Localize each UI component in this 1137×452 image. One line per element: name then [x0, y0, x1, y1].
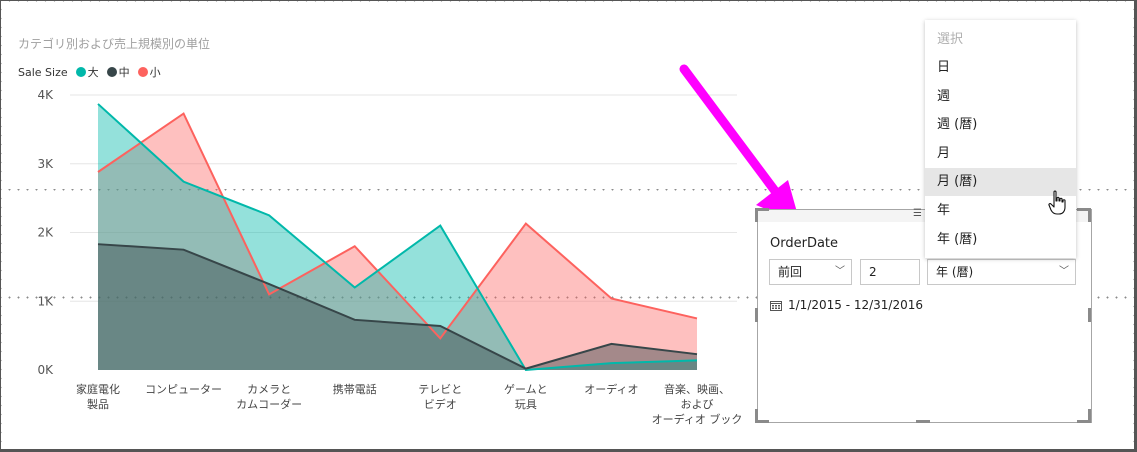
legend-item-medium[interactable]: 中: [106, 64, 130, 80]
x-tick-label: テレビと: [418, 383, 462, 396]
x-tick-label: カメラと: [247, 383, 291, 396]
y-tick-label: 2K: [37, 226, 54, 240]
count-input[interactable]: 2: [860, 259, 920, 285]
dropdown-option[interactable]: 月: [937, 146, 951, 161]
y-tick-label: 1K: [37, 294, 54, 308]
dropdown-option[interactable]: 日: [937, 60, 951, 75]
resize-handle[interactable]: [755, 208, 758, 222]
calendar-icon: [770, 300, 782, 311]
dropdown-header: 選択: [937, 32, 964, 47]
chevron-down-icon: ﹀: [835, 266, 845, 277]
y-tick-label: 0K: [37, 363, 54, 377]
legend-item-large[interactable]: 大: [75, 64, 99, 80]
x-tick-label: 携帯電話: [333, 382, 377, 396]
date-range-text: 1/1/2015 - 12/31/2016: [788, 298, 924, 312]
area-fill-0: [98, 103, 697, 370]
date-range-display: 1/1/2015 - 12/31/2016: [770, 298, 923, 312]
chart-title: カテゴリ別および売上規模別の単位: [18, 37, 211, 51]
legend-dot-icon: [137, 67, 148, 77]
y-tick-label: 3K: [37, 157, 54, 171]
series-line-2: [97, 112, 698, 340]
resize-handle[interactable]: [1088, 308, 1091, 322]
unit-select[interactable]: 年 (暦) ﹀: [927, 259, 1076, 285]
resize-handle[interactable]: [916, 420, 930, 423]
x-tick-label: 製品: [87, 397, 109, 411]
x-tick-label: 家庭電化: [76, 382, 120, 396]
dropdown-option-hovered[interactable]: 月 (暦): [925, 168, 1076, 196]
hand-cursor-icon: [1048, 190, 1066, 215]
y-tick-label: 4K: [37, 88, 54, 102]
x-tick-label: オーディオ: [584, 382, 638, 396]
legend-label: 中: [118, 66, 130, 79]
resize-handle[interactable]: [1088, 409, 1091, 423]
unit-select-value: 年 (暦): [936, 265, 974, 279]
dropdown-option[interactable]: 週: [937, 89, 951, 104]
annotation-arrow-icon: [679, 64, 800, 223]
period-select[interactable]: 前回 ﹀: [769, 259, 852, 285]
legend-dot-icon: [75, 67, 86, 77]
resize-handle[interactable]: [1088, 208, 1091, 222]
x-tick-label: および: [681, 398, 714, 411]
unit-dropdown-menu[interactable]: 選択 日 週 週 (暦) 月 月 (暦) 年 年 (暦): [925, 20, 1076, 258]
legend-dot-icon: [106, 67, 117, 77]
x-tick-label: 玩具: [515, 398, 537, 411]
x-tick-label: カムコーダー: [236, 397, 302, 411]
legend-label: 小: [149, 66, 161, 79]
x-tick-label: オーディオ ブック: [652, 412, 743, 426]
legend-item-small[interactable]: 小: [137, 64, 161, 80]
series-line-1: [97, 243, 698, 370]
period-select-value: 前回: [778, 265, 803, 279]
resize-handle[interactable]: [1077, 420, 1091, 423]
drag-grip-icon[interactable]: ☰: [913, 208, 922, 219]
dropdown-option[interactable]: 年: [937, 203, 951, 218]
resize-handle[interactable]: [755, 420, 769, 423]
count-input-value: 2: [869, 265, 877, 279]
resize-handle[interactable]: [755, 409, 758, 423]
resize-handle[interactable]: [1077, 208, 1091, 211]
arrow-shaft: [679, 64, 783, 200]
area-fill-2: [98, 113, 697, 370]
x-tick-label: コンピューター: [145, 383, 222, 396]
x-tick-label: ゲームと: [504, 383, 548, 396]
dropdown-option[interactable]: 週 (暦): [937, 117, 978, 132]
chevron-down-icon: ﹀: [1059, 266, 1069, 277]
x-tick-label: ビデオ: [424, 397, 457, 411]
resize-handle[interactable]: [755, 208, 769, 211]
series-line-0: [97, 103, 698, 372]
slicer-field-title: OrderDate: [770, 236, 839, 251]
chart-legend: Sale Size 大 中 小: [18, 64, 161, 80]
resize-handle[interactable]: [755, 308, 758, 322]
legend-title: Sale Size: [18, 65, 68, 79]
dropdown-option[interactable]: 年 (暦): [937, 232, 978, 247]
area-chart-visual[interactable]: 0K 1K 2K 3K 4K 家庭電化 製品 コンピューター カメラと カムコーダー 携帯電話 テレビ…: [0, 0, 750, 452]
legend-label: 大: [87, 66, 99, 79]
x-tick-label: 音楽、映画、: [664, 382, 730, 396]
